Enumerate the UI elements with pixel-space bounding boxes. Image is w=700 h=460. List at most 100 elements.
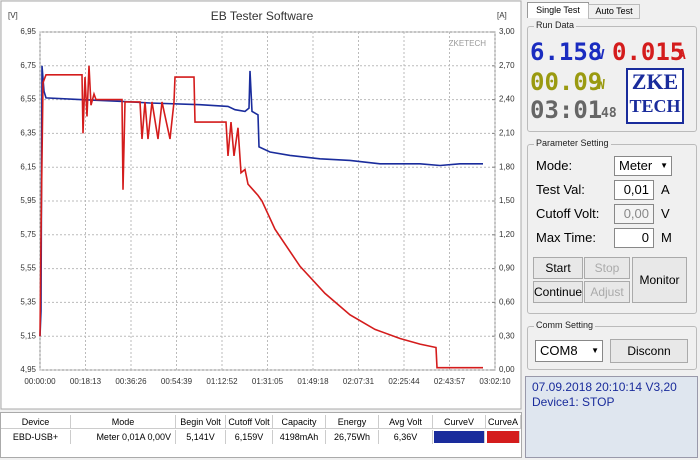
start-button[interactable]: Start <box>533 257 583 279</box>
voltage-unit: V <box>597 48 605 63</box>
power-display: 00.09 <box>530 68 603 96</box>
monitor-button[interactable]: Monitor <box>632 257 687 303</box>
param-unit: V <box>661 206 670 221</box>
time-seconds: 48 <box>601 106 617 121</box>
tab[interactable]: Auto Test <box>588 4 640 19</box>
data-cell: EBD-USB+ <box>1 430 71 444</box>
mode-select[interactable]: Meter ▼ <box>614 156 672 176</box>
param-label: Cutoff Volt: <box>536 206 600 221</box>
data-cell: 6,159V <box>226 430 273 444</box>
y-tick-label: 6,95 <box>20 27 36 36</box>
header-cell: Energy <box>326 415 379 429</box>
y2-tick-label: 2,40 <box>499 95 515 104</box>
x-tick-label: 01:49:18 <box>297 377 329 386</box>
logo-text: TECH <box>629 96 681 116</box>
data-cell: 4198mAh <box>273 430 326 444</box>
stop-button[interactable]: Stop <box>584 257 630 279</box>
tab[interactable]: Single Test <box>527 2 589 18</box>
mode-value: Meter <box>619 158 653 173</box>
y2-tick-label: 3,00 <box>499 27 515 36</box>
x-tick-label: 02:25:44 <box>388 377 420 386</box>
series-line <box>39 65 483 369</box>
dropdown-arrow: ▼ <box>660 161 668 170</box>
y-tick-label: 5,95 <box>20 196 36 205</box>
data-cell: 26,75Wh <box>326 430 379 444</box>
group-title: Parameter Setting <box>534 138 611 148</box>
param-label: Mode: <box>536 158 573 173</box>
data-cell: 6,36V <box>379 430 433 444</box>
param-input[interactable]: 0 <box>614 228 654 248</box>
curve-swatch <box>434 431 485 443</box>
status-box: 07.09.2018 20:10:14 V3,20 Device1: STOP <box>525 376 698 458</box>
y-tick-label: 5,75 <box>20 230 36 239</box>
header-cell: Avg Volt <box>379 415 433 429</box>
y2-tick-label: 0,90 <box>499 264 515 273</box>
comm-group: Comm Setting <box>527 320 697 370</box>
data-cell: Meter 0,01A 0,00V <box>71 430 176 444</box>
header-cell: Mode <box>71 415 176 429</box>
y-tick-label: 6,55 <box>20 95 36 104</box>
param-input[interactable]: 0,01 <box>614 180 654 200</box>
header-cell: Cutoff Volt <box>226 415 273 429</box>
current-unit: A <box>678 48 686 63</box>
series-line <box>39 65 483 337</box>
dropdown-arrow: ▼ <box>591 346 599 355</box>
run-data-group: Run Data <box>527 20 697 132</box>
y2-tick-label: 0,30 <box>499 331 515 340</box>
y-tick-label: 6,15 <box>20 162 36 171</box>
param-unit: M <box>661 230 672 245</box>
parameter-group: Parameter Setting <box>527 138 697 314</box>
param-label: Max Time: <box>536 230 596 245</box>
y2-tick-label: 1,80 <box>499 162 515 171</box>
y-tick-label: 5,15 <box>20 331 36 340</box>
logo: ZKE TECH <box>626 68 684 124</box>
y-tick-label: 5,35 <box>20 298 36 307</box>
header-cell: CurveV <box>433 415 486 429</box>
y-axis-label: [V] <box>8 11 18 20</box>
watermark: ZKETECH <box>449 39 487 48</box>
power-unit: W <box>597 78 605 93</box>
x-tick-label: 01:12:52 <box>206 377 238 386</box>
y2-tick-label: 2,10 <box>499 129 515 138</box>
group-title: Comm Setting <box>534 320 596 330</box>
port-select[interactable]: COM8 ▼ <box>535 340 603 362</box>
param-unit: A <box>661 182 670 197</box>
voltage-display: 6.158 <box>530 38 603 66</box>
logo-text: ZKE <box>631 69 679 94</box>
x-tick-label: 02:43:57 <box>434 377 466 386</box>
y-tick-label: 6,75 <box>20 61 36 70</box>
y2-axis-label: [A] <box>497 11 507 20</box>
y2-tick-label: 2,70 <box>499 61 515 70</box>
x-tick-label: 00:00:00 <box>24 377 56 386</box>
x-tick-label: 02:07:31 <box>343 377 375 386</box>
param-input[interactable]: 0,00 <box>614 204 654 224</box>
chart: EB Tester Software [V] [A] ZKETECH 4,95 5… <box>0 0 522 410</box>
x-tick-label: 00:54:39 <box>161 377 193 386</box>
x-tick-label: 00:18:13 <box>70 377 102 386</box>
continue-button[interactable]: Continue <box>533 281 583 303</box>
disconnect-button[interactable]: Disconn <box>610 339 688 363</box>
y2-tick-label: 0,60 <box>499 298 515 307</box>
chart-title: EB Tester Software <box>211 9 314 23</box>
y2-tick-label: 1,20 <box>499 230 515 239</box>
current-display: 0.015 <box>612 38 685 66</box>
y2-tick-label: 1,50 <box>499 196 515 205</box>
header-cell: CurveA <box>486 415 521 429</box>
param-label: Test Val: <box>536 182 585 197</box>
y-tick-label: 6,35 <box>20 129 36 138</box>
status-line: 07.09.2018 20:10:14 V3,20 <box>532 380 677 394</box>
x-tick-label: 01:31:05 <box>252 377 284 386</box>
header-cell: Capacity <box>273 415 326 429</box>
y2-tick-label: 0,00 <box>499 365 515 374</box>
port-value: COM8 <box>540 343 578 358</box>
y-tick-label: 5,55 <box>20 264 36 273</box>
adjust-button[interactable]: Adjust <box>584 281 630 303</box>
summary-table: Device EBD-USB+ Mode Meter 0,01A 0,00V Begin… <box>0 412 522 458</box>
header-cell: Device <box>1 415 71 429</box>
data-cell: 5,141V <box>176 430 226 444</box>
header-cell: Begin Volt <box>176 415 226 429</box>
x-tick-label: 03:02:10 <box>479 377 511 386</box>
status-line: Device1: STOP <box>532 395 615 409</box>
y-tick-label: 4,95 <box>20 365 36 374</box>
curve-swatch <box>487 431 520 443</box>
